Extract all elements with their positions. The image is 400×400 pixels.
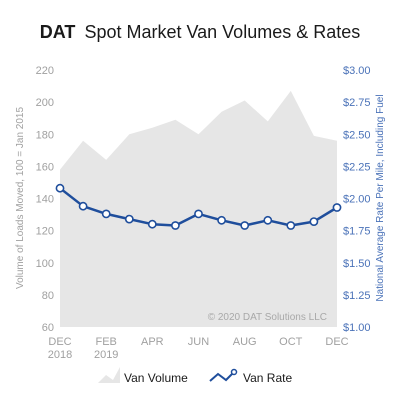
right-axis-tick: $2.00 <box>343 194 371 206</box>
right-axis-tick: $1.75 <box>343 226 371 238</box>
legend-van-rate-label: Van Rate <box>243 371 292 385</box>
left-axis-label: Volume of Loads Moved, 100 = Jan 2015 <box>15 107 26 290</box>
right-axis-ticks: $1.00 $1.25 $1.50 $1.75 $2.00 $2.25 $2.50 $2.75… <box>343 65 371 334</box>
right-axis-tick: $2.25 <box>343 161 371 173</box>
van-rate-point <box>55 183 65 193</box>
left-axis-tick: 220 <box>36 65 54 77</box>
x-axis-ticks: DEC 2018 FEB 2019 APR JUN AUG OCT DEC <box>48 336 349 361</box>
title-brand: DAT <box>40 22 76 42</box>
left-axis-tick: 80 <box>42 290 54 302</box>
van-rate-point <box>78 201 88 211</box>
x-axis-tick: FEB 2019 <box>94 336 118 361</box>
left-axis-ticks: 60 80 100 120 140 160 180 200 220 <box>36 65 54 334</box>
legend-van-volume-swatch <box>98 367 120 383</box>
van-rate-point <box>263 215 273 225</box>
right-axis-tick: $2.50 <box>343 129 371 141</box>
right-axis-tick: $2.75 <box>343 97 371 109</box>
chart-title: DAT Spot Market Van Volumes & Rates <box>40 22 361 42</box>
x-axis-tick: DEC 2018 <box>48 336 72 361</box>
right-axis-tick: $3.00 <box>343 65 371 77</box>
van-rate-point <box>286 221 296 230</box>
legend-van-rate-marker <box>230 368 238 376</box>
left-axis-tick: 100 <box>36 258 54 270</box>
legend-van-volume-label: Van Volume <box>124 371 188 385</box>
left-axis-tick: 160 <box>36 161 54 173</box>
volume-area-layer <box>60 90 337 328</box>
left-axis-tick: 140 <box>36 194 54 206</box>
van-rate-point <box>309 217 319 226</box>
van-volume-area <box>60 90 337 328</box>
legend: Van Volume Van Rate <box>98 367 292 385</box>
van-rate-point <box>332 203 342 212</box>
right-axis-tick: $1.50 <box>343 258 371 270</box>
x-axis-tick: APR <box>141 336 164 348</box>
right-axis-tick: $1.25 <box>343 290 371 302</box>
right-axis-tick: $1.00 <box>343 322 371 334</box>
left-axis-tick: 180 <box>36 129 54 141</box>
x-axis-tick: DEC <box>325 336 348 348</box>
title-text: Spot Market Van Volumes & Rates <box>84 22 360 42</box>
rate-points-layer <box>55 183 342 230</box>
x-axis-tick: OCT <box>279 336 303 348</box>
legend-van-rate-swatch <box>209 371 235 382</box>
x-axis-tick: JUN <box>188 336 209 348</box>
van-rate-point <box>194 209 203 219</box>
copyright-watermark: © 2020 DAT Solutions LLC <box>208 312 327 323</box>
van-rate-point <box>170 221 180 230</box>
right-axis-label: National Average Rate Per Mile, Includin… <box>375 94 386 301</box>
van-rate-point <box>101 209 111 219</box>
van-rate-point <box>240 221 250 230</box>
left-axis-tick: 60 <box>42 322 54 334</box>
left-axis-tick: 200 <box>36 97 54 109</box>
left-axis-tick: 120 <box>36 226 54 238</box>
x-axis-tick: AUG <box>233 336 257 348</box>
van-rate-point <box>147 219 157 229</box>
van-rate-point <box>124 214 134 224</box>
van-rate-point <box>217 215 226 225</box>
